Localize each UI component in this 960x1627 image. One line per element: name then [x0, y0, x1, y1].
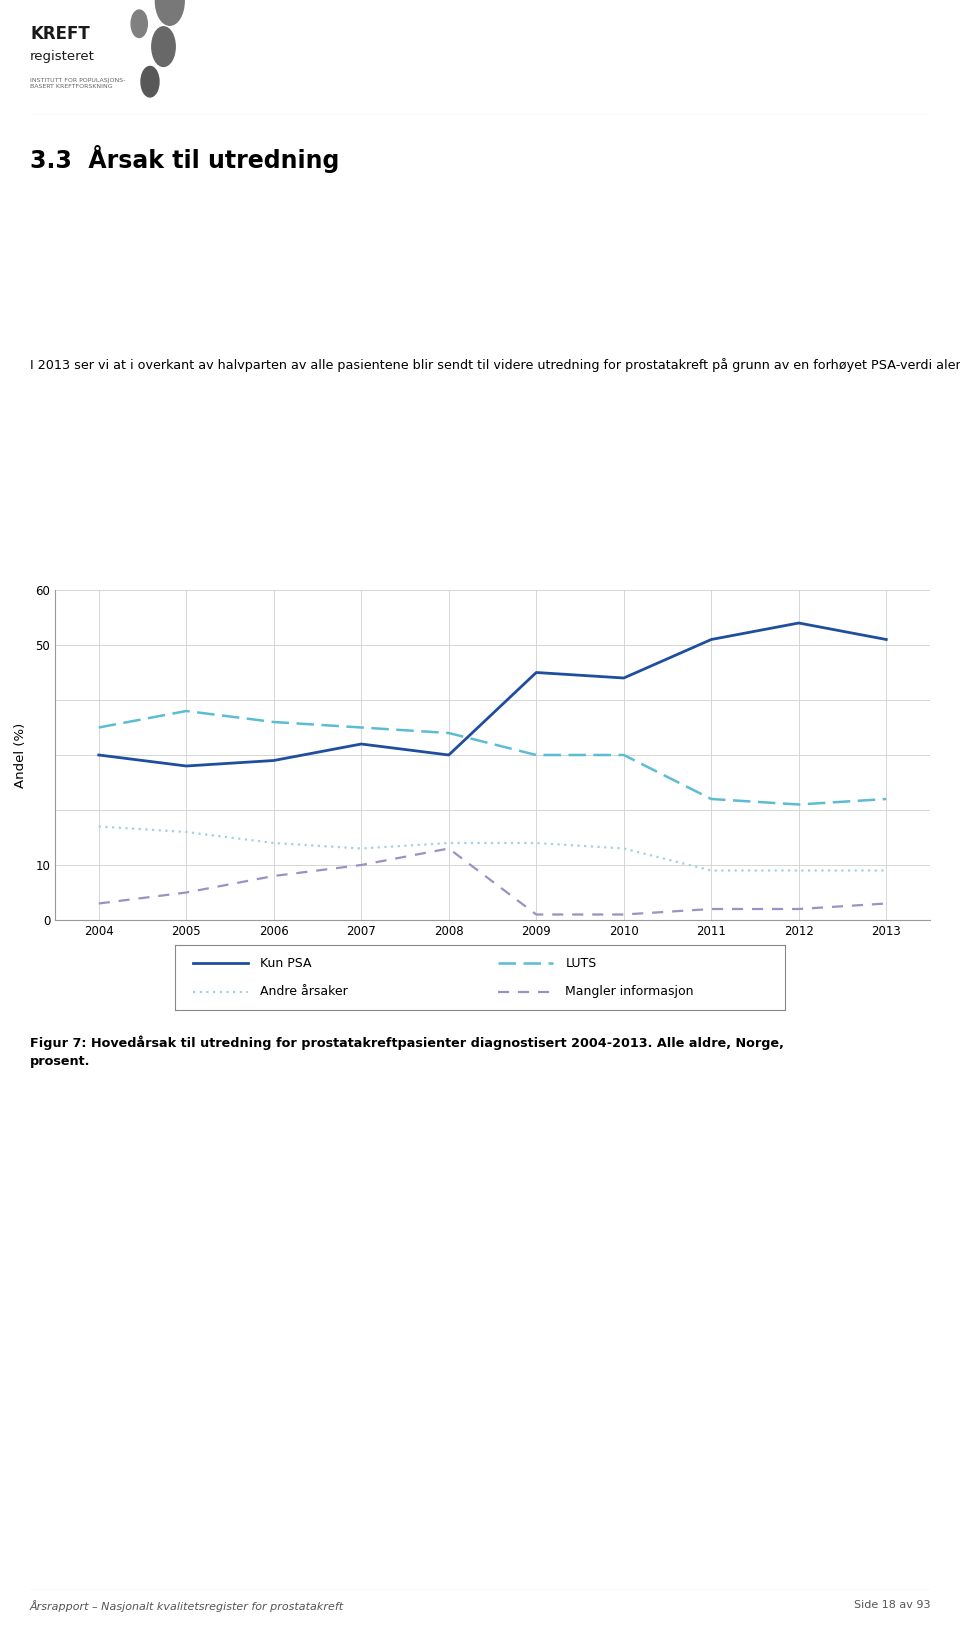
Text: prosent.: prosent.: [30, 1054, 90, 1067]
Y-axis label: Andel (%): Andel (%): [14, 722, 27, 787]
Circle shape: [132, 10, 147, 37]
Text: Figur 7: Hovedårsak til utredning for prostatakreftpasienter diagnostisert 2004-: Figur 7: Hovedårsak til utredning for pr…: [30, 1035, 784, 1049]
Circle shape: [141, 67, 159, 98]
Text: 3.3  Årsak til utredning: 3.3 Årsak til utredning: [30, 145, 340, 172]
Text: Mangler informasjon: Mangler informasjon: [565, 986, 694, 999]
Text: KREFT: KREFT: [30, 24, 89, 42]
Circle shape: [152, 26, 175, 67]
Circle shape: [156, 0, 184, 26]
Text: Andre årsaker: Andre årsaker: [260, 986, 348, 999]
Text: Årsrapport – Nasjonalt kvalitetsregister for prostatakreft: Årsrapport – Nasjonalt kvalitetsregister…: [30, 1599, 344, 1612]
Text: I 2013 ser vi at i overkant av halvparten av alle pasientene blir sendt til vide: I 2013 ser vi at i overkant av halvparte…: [30, 358, 960, 373]
Text: LUTS: LUTS: [565, 957, 597, 970]
X-axis label: Diagnoseår: Diagnoseår: [455, 947, 531, 960]
Text: Side 18 av 93: Side 18 av 93: [853, 1599, 930, 1611]
Text: INSTITUTT FOR POPULASJONS-
BASERT KREFTFORSKNING: INSTITUTT FOR POPULASJONS- BASERT KREFTF…: [30, 78, 126, 89]
Text: registeret: registeret: [30, 50, 95, 63]
Text: Kun PSA: Kun PSA: [260, 957, 312, 970]
